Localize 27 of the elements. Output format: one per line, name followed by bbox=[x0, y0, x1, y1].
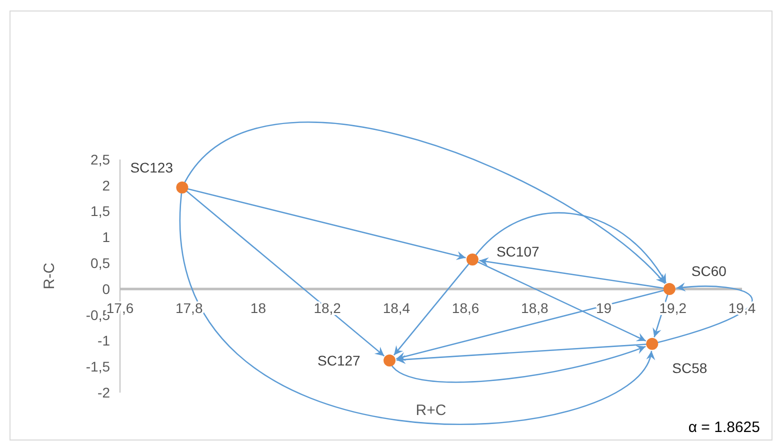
annotation: SC107 bbox=[496, 243, 540, 260]
point bbox=[646, 338, 658, 350]
x-tick-label: 17,6 bbox=[106, 300, 134, 316]
y-tick-label: -1,5 bbox=[86, 358, 110, 375]
x-axis-title: R+C bbox=[416, 402, 446, 419]
y-tick-label: 1,5 bbox=[90, 203, 110, 220]
annotation: SC60 bbox=[691, 262, 727, 279]
annotation: SC127 bbox=[318, 352, 361, 368]
y-tick-label: 1 bbox=[102, 229, 110, 246]
y-tick-label: 0 bbox=[102, 280, 110, 297]
x-tick-label: 18,8 bbox=[521, 300, 549, 316]
point bbox=[384, 354, 396, 366]
y-tick-label: -2 bbox=[98, 384, 110, 400]
y-tick-label: 2,5 bbox=[90, 151, 110, 168]
text: α = 1.8625 bbox=[688, 419, 760, 436]
point bbox=[663, 283, 676, 295]
x-tick-label: 18,6 bbox=[452, 300, 480, 316]
y-tick-label: -1 bbox=[98, 332, 110, 349]
annotation: SC123 bbox=[130, 159, 174, 176]
y-axis-title: R-C bbox=[41, 262, 58, 290]
annotation: SC58 bbox=[672, 360, 708, 376]
y-tick-label: 0,5 bbox=[90, 255, 110, 271]
x-tick-label: 18 bbox=[250, 300, 266, 316]
x-tick-label: 18,4 bbox=[382, 300, 410, 316]
point bbox=[176, 181, 188, 194]
point bbox=[466, 253, 478, 266]
y-tick-label: 2 bbox=[102, 177, 110, 194]
